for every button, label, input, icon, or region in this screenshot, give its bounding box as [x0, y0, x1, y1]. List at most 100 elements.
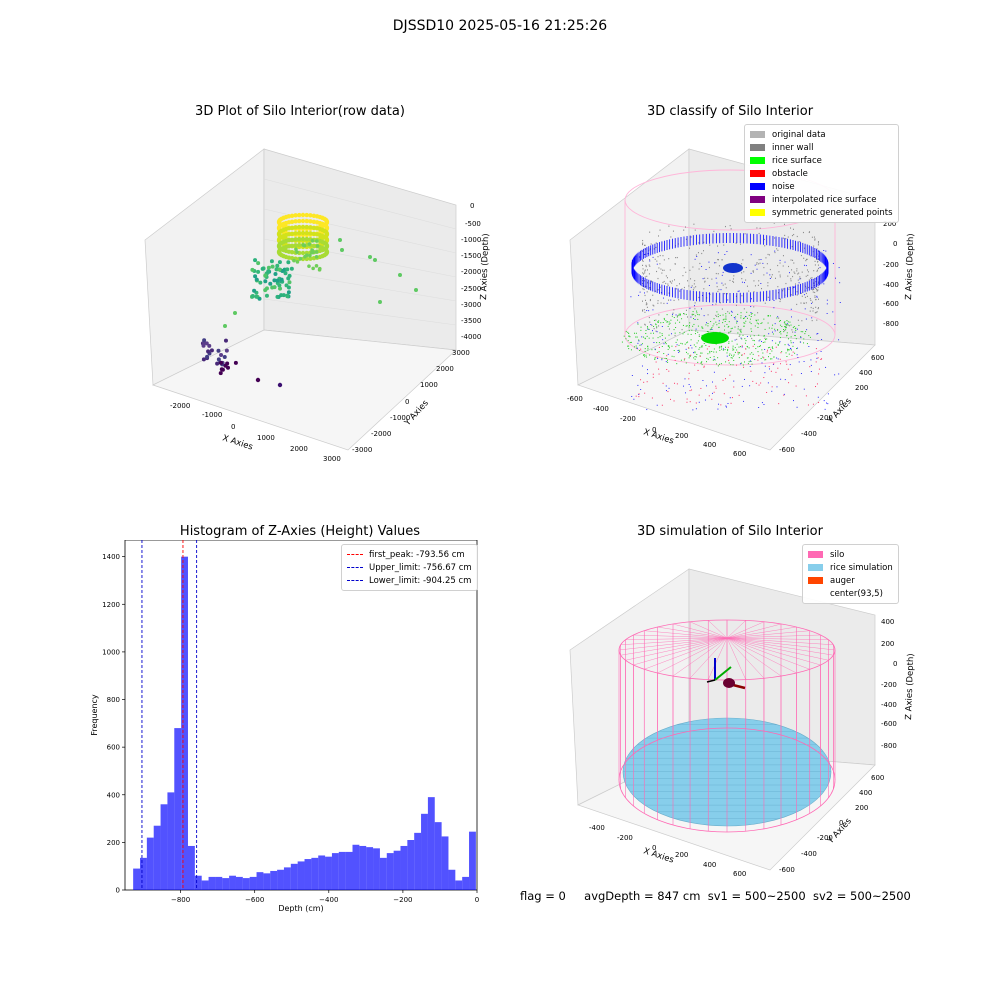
- classify-rice-point: [804, 333, 806, 335]
- classify-rice-point: [644, 348, 646, 350]
- classify-wall-point: [791, 245, 793, 248]
- classify-noise-point: [647, 369, 648, 371]
- classify-rice-point: [800, 336, 802, 338]
- classify-wall-point: [642, 282, 644, 285]
- classify-obstacle-point: [656, 351, 658, 353]
- raw-point: [324, 230, 329, 236]
- classify-obstacle-point: [741, 354, 743, 356]
- simulation-silo-roof: [657, 637, 728, 674]
- classify-rice-point: [737, 332, 739, 334]
- classify-wall-point: [815, 281, 817, 283]
- legend-item: center(93,5): [808, 587, 893, 600]
- classify-wall-point: [817, 244, 819, 246]
- classify-wall-point: [741, 295, 743, 297]
- classify-wall-point: [756, 263, 758, 265]
- classify-rice-point: [773, 356, 775, 358]
- classify-noise-point: [750, 306, 752, 308]
- classify-wall-point: [816, 311, 818, 313]
- classify-noise-point: [810, 359, 812, 361]
- classify-wall-point: [742, 259, 744, 261]
- classify-rice-point: [711, 327, 713, 329]
- classify-rice-point: [697, 340, 699, 342]
- classify-rice-point: [739, 329, 741, 331]
- raw-point: [206, 349, 211, 354]
- classify-rice-point: [761, 322, 763, 324]
- raw-point: [300, 230, 306, 236]
- classify-noise-point: [726, 406, 727, 408]
- classify-rice-point: [780, 333, 782, 335]
- classify-rice-point: [646, 335, 648, 337]
- raw-point: [293, 237, 298, 242]
- raw-ztick: -1000: [461, 236, 481, 244]
- raw-point: [289, 213, 295, 218]
- classify-wall-point: [815, 287, 817, 290]
- classify-obstacle-point: [821, 358, 823, 360]
- classify-obstacle-point: [686, 398, 688, 400]
- classify-wall-point: [740, 243, 742, 245]
- classify-wall-point: [758, 263, 760, 265]
- classify-rice-point: [779, 337, 781, 339]
- histogram-ytick-label: 800: [107, 696, 120, 704]
- classify-wall-point: [670, 236, 672, 238]
- classify-noise-point: [823, 250, 825, 251]
- classify-rice-point: [700, 346, 702, 348]
- classify-noise-point: [675, 314, 677, 316]
- raw-xtick: 3000: [323, 455, 341, 463]
- raw-point: [223, 324, 227, 328]
- classify-rice-point: [787, 324, 789, 326]
- classify-noise-point: [826, 303, 828, 305]
- classify-noise-point: [761, 340, 763, 342]
- classify-rice-point: [774, 328, 776, 330]
- classify-wall-point: [757, 284, 759, 286]
- classify-rice-point: [785, 326, 787, 328]
- classify-wall-point: [683, 286, 685, 289]
- histogram-bar: [201, 880, 209, 890]
- classify-rice-point: [694, 315, 696, 317]
- classify-rice-point: [679, 332, 681, 334]
- classify-noise-point: [803, 388, 805, 390]
- classify-rice-point: [736, 322, 738, 324]
- raw-point: [215, 361, 220, 366]
- classify-rice-point: [698, 314, 700, 316]
- classify-wall-point: [642, 259, 644, 261]
- classify-noise-point: [630, 296, 632, 298]
- histogram-bar: [140, 857, 147, 890]
- classify-rice-point: [794, 328, 796, 330]
- raw-point: [253, 274, 258, 279]
- histogram-bar: [263, 873, 271, 890]
- classify-wall-point: [779, 298, 781, 301]
- raw-point: [256, 269, 261, 274]
- classify-wall-point: [735, 304, 737, 306]
- classify-wall-point: [813, 236, 815, 238]
- raw-point: [293, 219, 298, 224]
- histogram-bar: [242, 878, 250, 890]
- classify-noise-point: [769, 299, 771, 301]
- classify-wall-point: [797, 273, 799, 275]
- status-avg-depth: avgDepth = 847 cm: [584, 889, 701, 903]
- classify-noise-point: [644, 253, 645, 255]
- raw-xtick: 1000: [257, 434, 275, 442]
- classify-rice-point: [721, 345, 723, 347]
- classify-wall-point: [790, 294, 792, 296]
- simulation-xtick: 400: [703, 861, 716, 869]
- classify-noise-point: [692, 409, 694, 411]
- classify-noise-point: [825, 250, 827, 252]
- histogram-bar: [167, 792, 175, 890]
- classify-wall-point: [642, 310, 644, 312]
- classify-legend: original data inner wall rice surface obsta…: [744, 124, 899, 223]
- classify-wall-point: [669, 280, 671, 282]
- classify-wall-point: [703, 250, 705, 252]
- classify-noise-point: [824, 408, 826, 410]
- classify-obstacle-point: [763, 357, 765, 359]
- classify-wall-point: [642, 264, 644, 266]
- histogram-bar: [174, 728, 182, 890]
- histogram-bar: [187, 845, 195, 890]
- classify-wall-point: [644, 244, 646, 246]
- classify-obstacle-point: [770, 348, 772, 350]
- classify-rice-point: [787, 350, 789, 352]
- classify-rice-point: [688, 357, 690, 359]
- classify-noise-point: [670, 299, 672, 301]
- classify-wall-point: [719, 302, 721, 304]
- classify-wall-point: [642, 288, 644, 290]
- classify-rice-point: [786, 356, 788, 358]
